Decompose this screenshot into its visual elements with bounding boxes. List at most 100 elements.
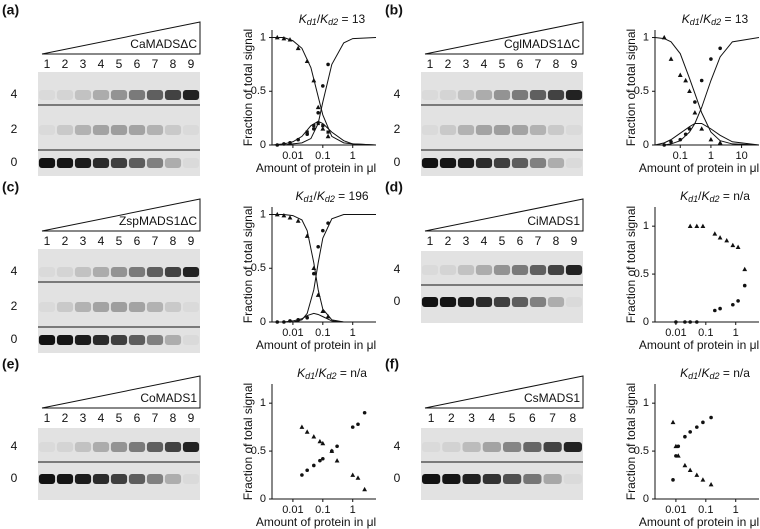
circle-point [701,420,705,425]
gel-band [92,158,110,168]
gel-band [110,267,128,277]
gel-band [38,158,56,168]
x-axis-label: Amount of protein in μl [639,515,759,529]
triangle-point [694,223,700,228]
title-part: d1 [305,371,315,381]
gel-band [164,90,182,100]
triangle-point [334,458,340,463]
gel-band [475,90,493,100]
lane-number: 1 [44,57,51,71]
circle-point [718,46,722,51]
gel-band [183,474,199,484]
circle-point [683,320,687,324]
gel-band [547,90,565,100]
x-tick-label: 0.1 [698,327,713,339]
square-point [312,124,316,128]
gel-band [164,474,182,484]
gel-band [182,267,200,277]
gel-band [74,474,92,484]
y-tick-label: 0 [260,493,266,505]
title-part: / [315,366,319,380]
gel-band [422,125,438,135]
triangle-point [315,104,321,110]
gel-band [74,267,92,277]
gel-band [422,90,438,100]
lane-number: 7 [152,234,159,248]
lane-number: 4 [481,234,488,248]
lane-number: 2 [448,411,455,425]
x-axis-label: Amount of protein in μl [256,161,376,175]
circle-point [674,320,678,324]
x-tick-label: 1 [733,504,739,516]
concentration-wedge [41,375,201,409]
triangle-point [281,212,287,218]
title-part: d1 [303,194,313,204]
title-part: = n/a [720,189,751,203]
gel-band [183,125,199,135]
gel-band [511,90,529,100]
gel-band [566,297,582,307]
chart-title: Kd1/Kd2 = 13 [299,12,366,27]
gel-band [183,158,199,168]
lane-number: 5 [499,57,506,71]
triangle-point [281,35,287,41]
band-label: 0 [11,471,18,485]
gel [421,251,583,323]
gel-band [462,474,481,484]
gel-band [146,125,164,135]
gel-band [146,335,164,345]
gel-band [475,297,493,307]
band-label: 2 [394,122,401,136]
concentration-wedge [41,198,201,232]
lane-number: 5 [116,411,123,425]
triangle-point [742,266,748,272]
y-tick-label: 1 [643,31,649,43]
x-tick-label: 1 [708,150,714,162]
circle-point [693,100,697,104]
lane-number: 4 [489,411,496,425]
gel-band [511,297,529,307]
triangle-point [320,308,326,314]
lane-number: 6 [134,234,141,248]
gel-band [38,335,56,345]
y-tick-label: 0.5 [251,85,266,97]
gel-band [128,442,146,452]
triangle-point [320,126,326,131]
lane-number: 1 [427,57,434,71]
circle-point [683,434,687,439]
gel-band [565,90,583,100]
lane-number: 7 [549,411,556,425]
concentration-wedge [41,21,201,55]
circle-point [671,478,675,482]
title-part: d2 [710,194,720,204]
circle-point [316,110,320,115]
gel-band [146,302,164,312]
x-axis-label: Amount of protein in μl [256,338,376,352]
title-part: = 13 [721,12,748,26]
band-label: 0 [11,155,18,169]
title-part: K [682,12,691,26]
gel-band [92,90,110,100]
chart-title: Kd1/Kd2 = n/a [680,366,750,381]
gel-band [462,442,481,452]
gel-band [547,265,565,275]
x-tick-label: 1 [350,504,356,516]
lane-number: 5 [116,234,123,248]
title-part: d1 [688,194,698,204]
y-tick-label: 0 [260,139,266,151]
title-part: K [295,189,304,203]
gel-band [475,125,493,135]
circle-point [350,425,355,429]
triangle-point [304,429,310,434]
title-part: K [320,12,329,26]
triangle-point [687,467,693,473]
fit-curve [272,312,376,323]
band-label: 4 [11,87,18,101]
band-label: 4 [394,439,401,453]
gel-band [56,474,74,484]
lane-number: 9 [188,411,195,425]
circle-point [321,84,325,88]
gel-band [523,442,542,452]
gel-band [529,158,547,168]
